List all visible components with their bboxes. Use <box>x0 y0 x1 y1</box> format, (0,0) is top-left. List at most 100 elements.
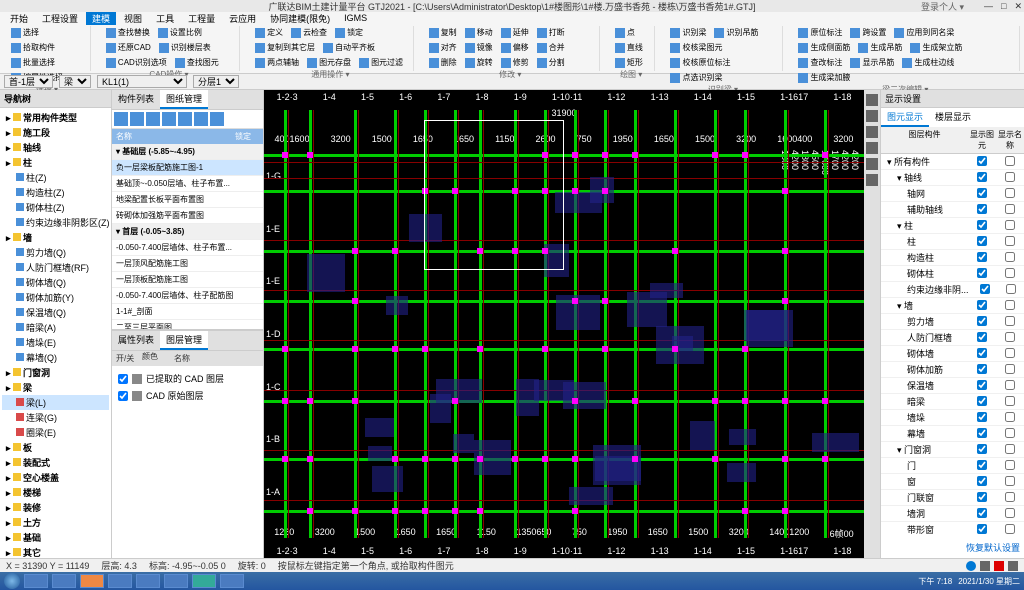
list-item[interactable]: 砖砌体加强筋平面布置图 <box>112 208 263 224</box>
sub-select[interactable]: 分层1 <box>193 75 239 88</box>
layer-row[interactable]: 窗 <box>881 474 1024 490</box>
layer-row[interactable]: 砌体加筋 <box>881 362 1024 378</box>
layer-row[interactable]: 门 <box>881 458 1024 474</box>
ribbon-button[interactable]: 还原CAD <box>103 41 154 54</box>
tab[interactable]: 图元显示 <box>881 108 929 127</box>
menu-item[interactable]: 视图 <box>118 12 148 25</box>
canvas[interactable]: 1-2·31-41-51-61-71-81-91-10·111-121-131-… <box>264 90 864 558</box>
tree-item[interactable]: 保温墙(Q) <box>2 305 109 320</box>
menu-item[interactable]: 云应用 <box>223 12 262 25</box>
ribbon-button[interactable]: 识别吊筋 <box>711 26 761 39</box>
layer-row[interactable]: 人防门框墙 <box>881 330 1024 346</box>
ribbon-button[interactable]: 镜像 <box>462 41 496 54</box>
layer-row[interactable]: 墙洞 <box>881 506 1024 522</box>
layer-row[interactable]: 已提取的 CAD 图层 <box>116 370 259 387</box>
layer-row[interactable]: 辅助轴线 <box>881 202 1024 218</box>
ribbon-button[interactable]: 打断 <box>534 26 568 39</box>
ribbon-button[interactable]: 查改标注 <box>795 56 845 69</box>
tree-item[interactable]: 墙垛(E) <box>2 335 109 350</box>
tree-item[interactable]: ▸ 基础 <box>2 530 109 545</box>
toolbar-icon[interactable] <box>178 112 192 126</box>
ribbon-button[interactable]: 校核原位标注 <box>667 56 733 69</box>
list-item[interactable]: 1-1#_剖面 <box>112 304 263 320</box>
ribbon-button[interactable]: 查找图元 <box>172 56 222 69</box>
tree-item[interactable]: ▸ 装修 <box>2 500 109 515</box>
menu-item[interactable]: 建模 <box>86 12 116 25</box>
ribbon-button[interactable]: 查找替换 <box>103 26 153 39</box>
tree-item[interactable]: ▸ 梁 <box>2 380 109 395</box>
tab[interactable]: 构件列表 <box>112 90 160 109</box>
task-item[interactable] <box>136 574 160 588</box>
ribbon-button[interactable]: 识别楼层表 <box>156 41 214 54</box>
ribbon-button[interactable]: 复制 <box>426 26 460 39</box>
list-item[interactable]: ▾ 基础层 (-5.85~-4.95) <box>112 144 263 160</box>
layer-row[interactable]: ▾ 轴线 <box>881 170 1024 186</box>
tree-item[interactable]: ▸ 空心楼盖 <box>2 470 109 485</box>
layer-row[interactable]: ▾ 柱 <box>881 218 1024 234</box>
tree-item[interactable]: 构造柱(Z) <box>2 185 109 200</box>
menu-item[interactable]: 开始 <box>4 12 34 25</box>
tree-item[interactable]: 砌体墙(Q) <box>2 275 109 290</box>
view-tool-icon[interactable] <box>866 110 878 122</box>
layer-row[interactable]: 砌体柱 <box>881 266 1024 282</box>
list-item[interactable]: 基础顶~-0.050层墙、柱子布置... <box>112 176 263 192</box>
tree-item[interactable]: 连梁(G) <box>2 410 109 425</box>
menu-item[interactable]: IGMS <box>338 13 373 23</box>
status-icon[interactable] <box>994 561 1004 571</box>
ribbon-button[interactable]: 应用到同名梁 <box>891 26 957 39</box>
ribbon-button[interactable]: 跨设置 <box>847 26 889 39</box>
tree-item[interactable]: ▸ 墙 <box>2 230 109 245</box>
tree-item[interactable]: 梁(L) <box>2 395 109 410</box>
layer-row[interactable]: 墙垛 <box>881 410 1024 426</box>
task-item[interactable] <box>220 574 244 588</box>
task-item[interactable] <box>80 574 104 588</box>
list-item[interactable]: 负一层梁板配筋施工图-1 <box>112 160 263 176</box>
ribbon-button[interactable]: 复制到其它层 <box>252 41 318 54</box>
list-item[interactable]: 一层顶风配筋施工图 <box>112 256 263 272</box>
status-icon[interactable] <box>980 561 990 571</box>
layer-row[interactable]: 保温墙 <box>881 378 1024 394</box>
minimize-icon[interactable]: — <box>984 1 993 12</box>
ribbon-button[interactable]: 生成侧面筋 <box>795 41 853 54</box>
ribbon-button[interactable]: 两点辅轴 <box>252 56 302 69</box>
tree-item[interactable]: 圈梁(E) <box>2 425 109 440</box>
close-icon[interactable]: ✕ <box>1014 1 1022 12</box>
task-item[interactable] <box>164 574 188 588</box>
ribbon-button[interactable]: 生成梁加腋 <box>795 71 853 84</box>
tree-item[interactable]: ▸ 装配式 <box>2 455 109 470</box>
tree-item[interactable]: 幕墙(Q) <box>2 350 109 365</box>
list-item[interactable]: 二至三层平面图 <box>112 320 263 329</box>
tree-item[interactable]: ▸ 楼梯 <box>2 485 109 500</box>
layer-row[interactable]: ▾ 墙 <box>881 298 1024 314</box>
toolbar-icon[interactable] <box>210 112 224 126</box>
ribbon-button[interactable]: 云检查 <box>288 26 330 39</box>
layer-row[interactable]: 轴网 <box>881 186 1024 202</box>
ribbon-button[interactable]: 点选识别梁 <box>667 71 725 84</box>
tab[interactable]: 图纸管理 <box>160 90 208 109</box>
ribbon-button[interactable]: 图元存盘 <box>304 56 354 69</box>
ribbon-button[interactable]: 生成柱边线 <box>899 56 957 69</box>
ribbon-button[interactable]: 生成架立筋 <box>907 41 965 54</box>
ribbon-button[interactable]: 校核梁图元 <box>667 41 725 54</box>
ribbon-button[interactable]: 原位标注 <box>795 26 845 39</box>
ribbon-button[interactable]: 识别梁 <box>667 26 709 39</box>
ribbon-button[interactable]: 删除 <box>426 56 460 69</box>
ribbon-button[interactable]: 矩形 <box>612 56 646 69</box>
layer-row[interactable]: 砌体墙 <box>881 346 1024 362</box>
ribbon-button[interactable]: 直线 <box>612 41 646 54</box>
task-item[interactable] <box>52 574 76 588</box>
ribbon-button[interactable]: 分割 <box>534 56 568 69</box>
list-item[interactable]: ▾ 首层 (-0.05~3.85) <box>112 224 263 240</box>
layer-row[interactable]: 约束边缘非阴... <box>881 282 1024 298</box>
ribbon-button[interactable]: 批量选择 <box>8 56 58 69</box>
layer-row[interactable]: 带形窗 <box>881 522 1024 537</box>
tree-item[interactable]: ▸ 门窗洞 <box>2 365 109 380</box>
ribbon-button[interactable]: 显示吊筋 <box>847 56 897 69</box>
task-item[interactable] <box>192 574 216 588</box>
task-item[interactable] <box>24 574 48 588</box>
list-item[interactable]: 一层顶板配筋施工图 <box>112 272 263 288</box>
layer-row[interactable]: ▾ 门窗洞 <box>881 442 1024 458</box>
ribbon-button[interactable]: 生成吊筋 <box>855 41 905 54</box>
ribbon-button[interactable]: 选择 <box>8 26 42 39</box>
task-item[interactable] <box>108 574 132 588</box>
